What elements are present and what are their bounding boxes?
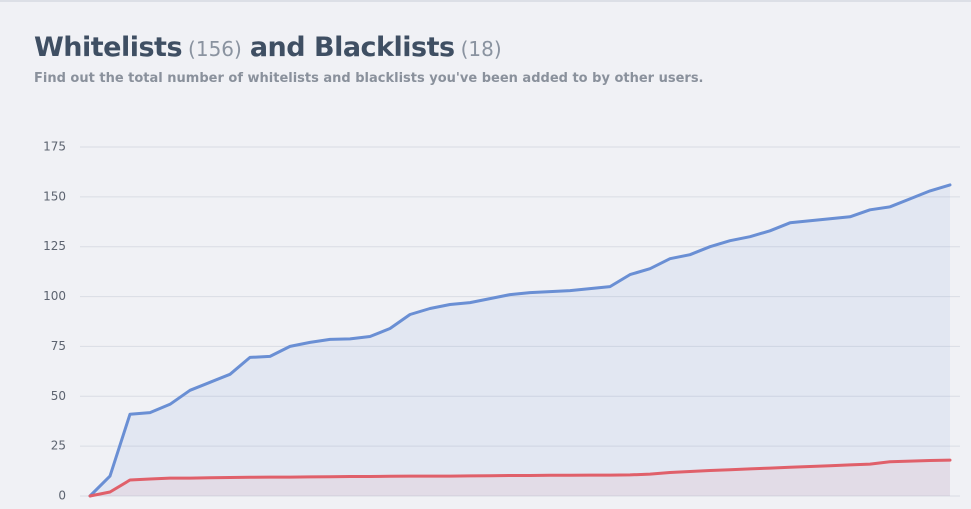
line <box>88 183 952 498</box>
count: (156) <box>188 37 242 61</box>
title: Whitelists <box>34 32 183 63</box>
title: and Blacklists <box>249 32 455 63</box>
area <box>90 460 950 496</box>
header: Whitelists (156) and Blacklists (18) <box>34 32 510 63</box>
y-tick-label: 125 <box>43 239 66 253</box>
y-tick-label: 175 <box>43 140 66 154</box>
y-tick-label: 100 <box>43 289 66 303</box>
y-tick-label: 150 <box>43 189 66 203</box>
area <box>90 184 950 496</box>
y-tick-label: 75 <box>51 339 66 353</box>
top-rule <box>0 0 971 2</box>
y-tick-label: 0 <box>58 489 66 503</box>
subtitle: Find out the total number of whitelists … <box>34 71 704 86</box>
line <box>88 458 952 498</box>
y-tick-label: 25 <box>51 439 66 453</box>
count: (18) <box>460 37 502 61</box>
y-tick-label: 50 <box>51 389 66 403</box>
